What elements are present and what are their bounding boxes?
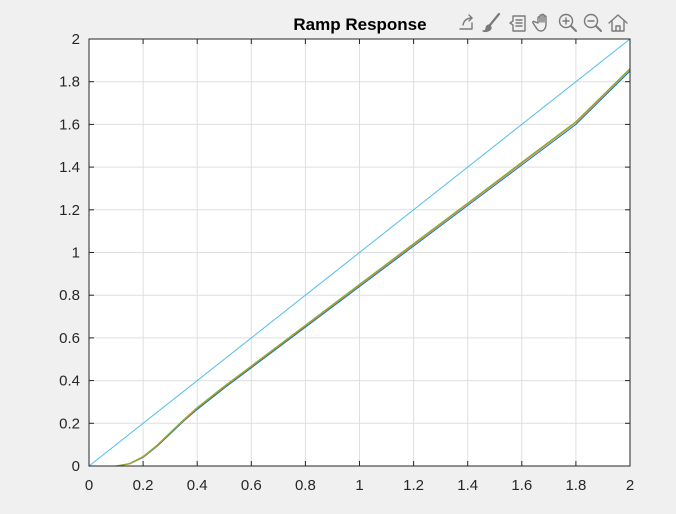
zoom-in-icon[interactable]	[557, 12, 579, 34]
x-tick-label: 0.6	[241, 477, 262, 494]
export-icon[interactable]	[456, 12, 478, 34]
x-tick-label: 2	[626, 477, 634, 494]
home-icon[interactable]	[607, 12, 629, 34]
x-tick-label: 1.4	[457, 477, 478, 494]
x-tick-label: 0.8	[295, 477, 316, 494]
y-tick-label: 1	[72, 245, 80, 262]
brush-icon[interactable]	[481, 12, 503, 34]
y-tick-label: 0.8	[59, 287, 80, 304]
x-tick-label: 1.6	[511, 477, 532, 494]
y-tick-label: 2	[72, 31, 80, 48]
x-tick-label: 0.4	[187, 477, 208, 494]
chart-title: Ramp Response	[293, 15, 426, 34]
series-line-1	[88, 38, 631, 467]
y-tick-label: 1.2	[59, 202, 80, 219]
y-tick-label: 0.4	[59, 373, 80, 390]
x-tick-label: 1.2	[403, 477, 424, 494]
data-tips-icon[interactable]	[506, 12, 528, 34]
y-tick-label: 0	[72, 458, 80, 475]
y-tick-label: 1.4	[59, 159, 80, 176]
y-tick-label: 0.6	[59, 330, 80, 347]
y-tick-label: 1.6	[59, 116, 80, 133]
x-tick-label: 0.2	[133, 477, 154, 494]
series-line-5	[88, 67, 631, 467]
tick-marks	[88, 38, 631, 467]
x-tick-label: 1	[355, 477, 363, 494]
x-tick-label: 0	[85, 477, 93, 494]
pan-icon[interactable]	[532, 12, 554, 34]
tick-labels: 0 0.2 0.4 0.6 0.8 1 1.2 1.4 1.6 1.8 2 0 0.2 0.4 0.6 0.8…	[59, 31, 634, 494]
zoom-out-icon[interactable]	[582, 12, 604, 34]
x-tick-label: 1.8	[565, 477, 586, 494]
y-tick-label: 1.8	[59, 74, 80, 91]
y-tick-label: 0.2	[59, 415, 80, 432]
axes-toolbar	[456, 12, 629, 34]
plot-lines	[88, 38, 631, 467]
